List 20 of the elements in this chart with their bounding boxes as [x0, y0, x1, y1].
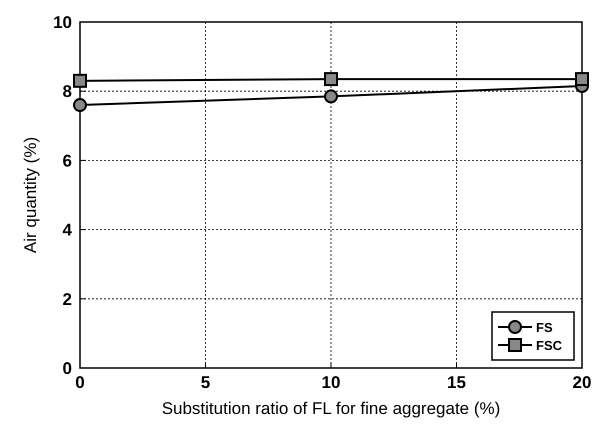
y-axis-title: Air quantity (%) — [21, 136, 40, 254]
y-tick-label: 8 — [62, 82, 72, 102]
y-tick-label: 6 — [62, 151, 72, 170]
x-tick-label: 0 — [75, 373, 85, 392]
x-tick-label: 15 — [447, 373, 466, 392]
point — [73, 98, 87, 112]
point — [324, 72, 338, 86]
y-tick-label: 2 — [62, 290, 72, 309]
legend-label: FS — [536, 320, 553, 335]
legend-label: FSC — [536, 338, 563, 353]
x-tick-label: 5 — [200, 373, 210, 392]
point — [324, 89, 338, 104]
x-tick-label: 20 — [572, 373, 592, 392]
x-axis-title: Substitution ratio of FL for fine aggregate (%) — [162, 399, 500, 418]
y-tick-label: 0 — [62, 359, 72, 378]
y-tick-label: 4 — [62, 220, 73, 240]
point — [575, 72, 589, 86]
point — [73, 74, 87, 88]
x-tick-label: 10 — [322, 373, 340, 392]
y-tick-label: 10 — [53, 13, 72, 32]
